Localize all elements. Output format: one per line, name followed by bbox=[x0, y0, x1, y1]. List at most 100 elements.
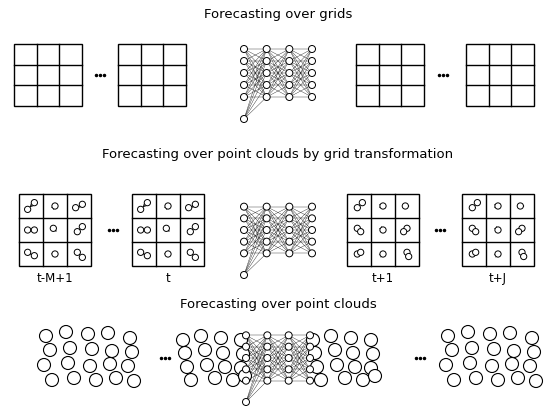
Circle shape bbox=[365, 361, 378, 375]
Circle shape bbox=[339, 372, 351, 384]
Circle shape bbox=[215, 332, 227, 344]
Circle shape bbox=[59, 325, 72, 339]
Circle shape bbox=[366, 347, 380, 360]
Circle shape bbox=[286, 70, 293, 77]
Circle shape bbox=[192, 201, 198, 207]
Circle shape bbox=[263, 82, 270, 89]
Text: t: t bbox=[166, 272, 170, 285]
Circle shape bbox=[404, 225, 410, 232]
Circle shape bbox=[264, 354, 271, 361]
Circle shape bbox=[127, 375, 141, 388]
Text: Forecasting over grids: Forecasting over grids bbox=[204, 8, 352, 21]
Circle shape bbox=[495, 251, 501, 257]
Circle shape bbox=[219, 360, 231, 374]
Circle shape bbox=[354, 251, 360, 257]
Circle shape bbox=[50, 225, 57, 232]
Circle shape bbox=[469, 205, 475, 211]
Circle shape bbox=[306, 343, 314, 350]
Bar bbox=[19, 194, 91, 266]
Circle shape bbox=[74, 249, 81, 255]
Circle shape bbox=[241, 82, 247, 89]
Circle shape bbox=[186, 205, 192, 211]
Circle shape bbox=[529, 375, 543, 388]
Circle shape bbox=[144, 199, 151, 206]
Circle shape bbox=[356, 374, 370, 386]
Circle shape bbox=[62, 356, 75, 370]
Circle shape bbox=[263, 58, 270, 65]
Circle shape bbox=[441, 330, 454, 342]
Circle shape bbox=[24, 206, 31, 213]
Circle shape bbox=[52, 251, 58, 257]
Circle shape bbox=[195, 330, 207, 342]
Circle shape bbox=[236, 347, 250, 360]
Circle shape bbox=[264, 343, 271, 350]
Circle shape bbox=[110, 372, 122, 384]
Circle shape bbox=[181, 360, 193, 374]
Circle shape bbox=[365, 333, 378, 346]
Circle shape bbox=[469, 225, 475, 232]
Circle shape bbox=[235, 333, 247, 346]
Circle shape bbox=[201, 358, 214, 372]
Circle shape bbox=[31, 253, 37, 259]
Circle shape bbox=[359, 199, 365, 206]
Circle shape bbox=[242, 343, 250, 350]
Circle shape bbox=[402, 203, 409, 209]
Circle shape bbox=[263, 215, 270, 222]
Circle shape bbox=[263, 250, 270, 257]
Circle shape bbox=[495, 203, 501, 209]
Circle shape bbox=[309, 215, 315, 222]
Circle shape bbox=[263, 70, 270, 77]
Bar bbox=[466, 44, 534, 106]
Circle shape bbox=[241, 58, 247, 65]
Circle shape bbox=[485, 360, 499, 372]
Circle shape bbox=[369, 370, 381, 382]
Circle shape bbox=[306, 354, 314, 361]
Circle shape bbox=[137, 206, 144, 213]
Bar bbox=[118, 44, 186, 106]
Circle shape bbox=[241, 272, 247, 279]
Circle shape bbox=[216, 346, 230, 360]
Circle shape bbox=[242, 377, 250, 384]
Circle shape bbox=[515, 229, 522, 235]
Circle shape bbox=[106, 344, 118, 358]
Circle shape bbox=[242, 332, 250, 339]
Circle shape bbox=[309, 82, 315, 89]
Circle shape bbox=[187, 249, 193, 255]
Text: t+J: t+J bbox=[489, 272, 507, 285]
Circle shape bbox=[241, 45, 247, 52]
Circle shape bbox=[263, 94, 270, 101]
Circle shape bbox=[286, 238, 293, 245]
Circle shape bbox=[310, 360, 324, 374]
Text: Forecasting over point clouds by grid transformation: Forecasting over point clouds by grid tr… bbox=[102, 148, 454, 161]
Circle shape bbox=[264, 332, 271, 339]
Circle shape bbox=[349, 360, 361, 374]
Bar bbox=[356, 44, 424, 106]
Circle shape bbox=[512, 372, 524, 384]
Circle shape bbox=[285, 332, 292, 339]
Circle shape bbox=[103, 358, 117, 370]
Circle shape bbox=[520, 253, 527, 260]
Circle shape bbox=[263, 203, 270, 210]
Circle shape bbox=[208, 372, 221, 384]
Circle shape bbox=[286, 250, 293, 257]
Circle shape bbox=[285, 377, 292, 384]
Circle shape bbox=[263, 227, 270, 234]
Circle shape bbox=[137, 227, 144, 233]
Bar bbox=[132, 194, 204, 266]
Circle shape bbox=[286, 45, 293, 52]
Circle shape bbox=[469, 251, 475, 257]
Circle shape bbox=[445, 344, 459, 356]
Circle shape bbox=[465, 342, 479, 354]
Circle shape bbox=[90, 374, 102, 386]
Circle shape bbox=[380, 251, 386, 257]
Circle shape bbox=[80, 201, 86, 207]
Circle shape bbox=[345, 332, 358, 344]
Circle shape bbox=[517, 203, 523, 209]
Circle shape bbox=[519, 225, 525, 232]
Circle shape bbox=[165, 203, 171, 209]
Circle shape bbox=[86, 342, 98, 356]
Circle shape bbox=[306, 366, 314, 373]
Circle shape bbox=[306, 333, 320, 346]
Bar bbox=[347, 194, 419, 266]
Circle shape bbox=[400, 229, 407, 235]
